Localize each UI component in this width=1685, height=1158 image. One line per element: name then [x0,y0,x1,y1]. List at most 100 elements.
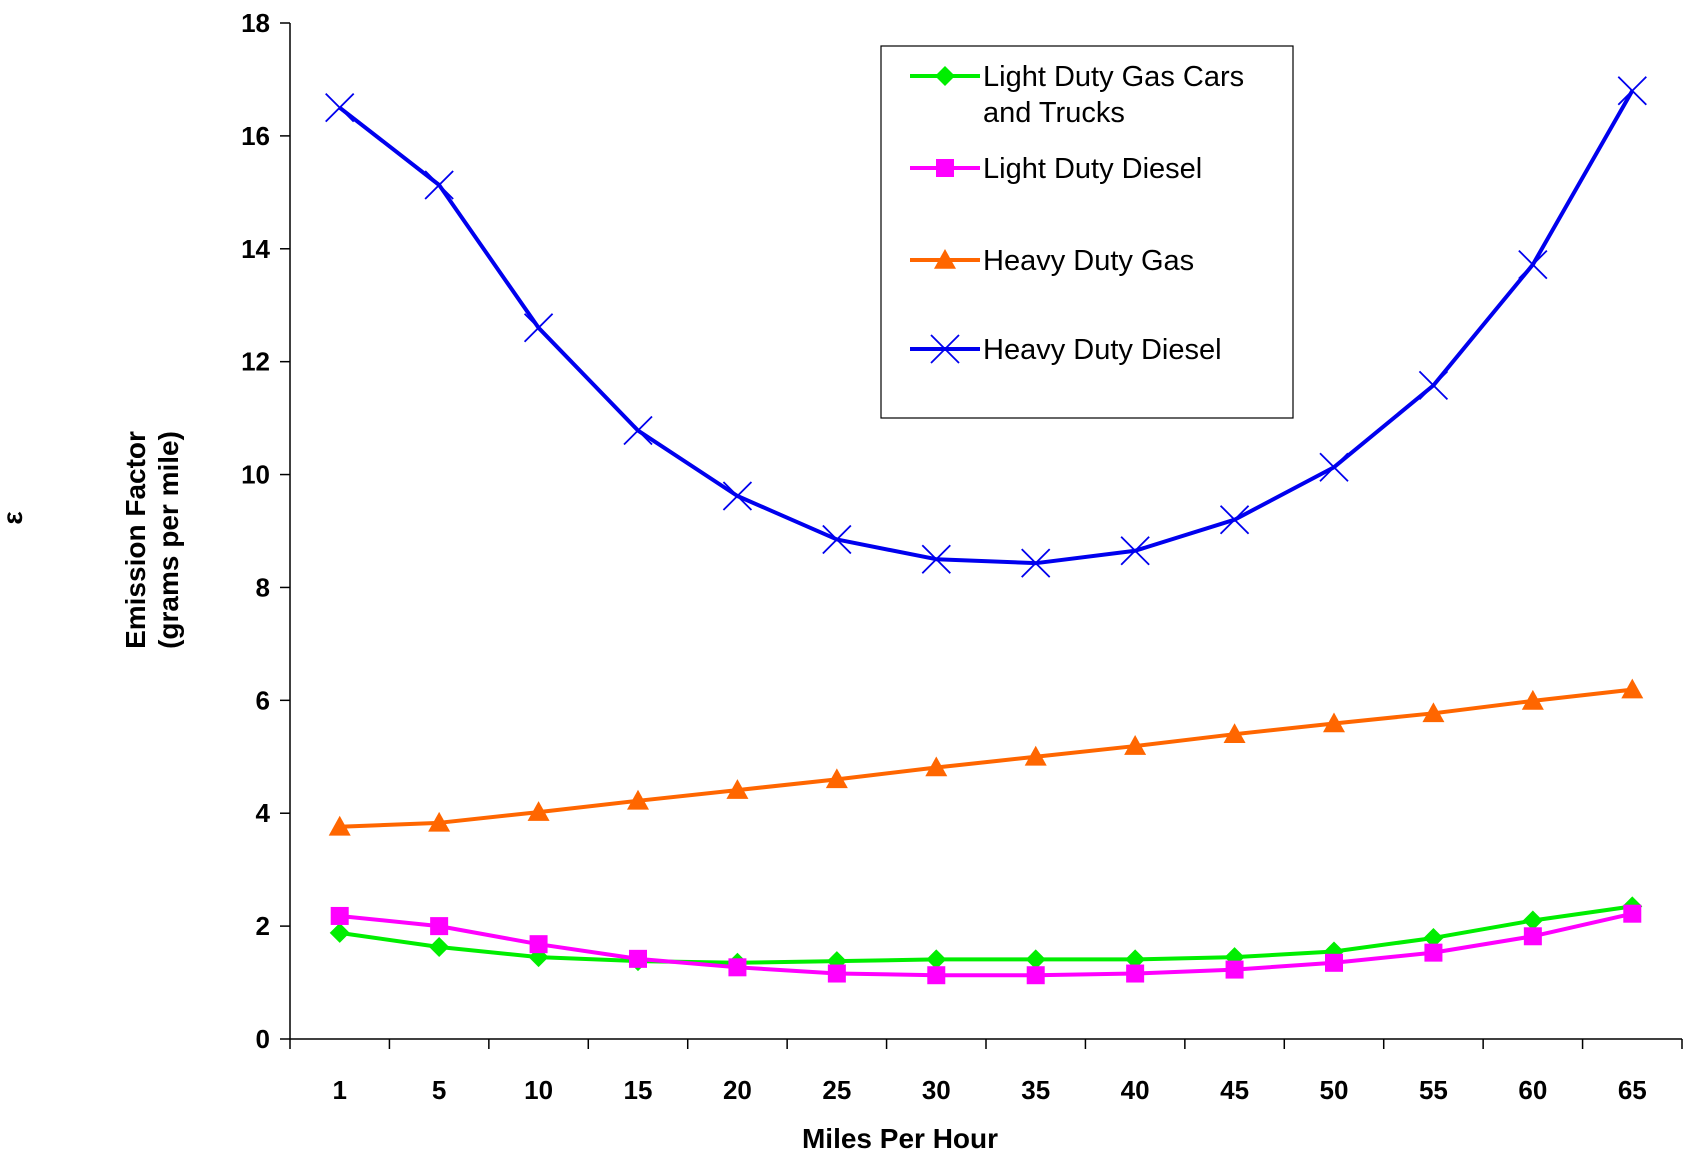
data-point [921,544,951,574]
legend-label: Heavy Duty Gas [983,245,1194,277]
x-marker-stroke [1120,536,1150,566]
data-point [825,768,848,789]
data-point [1623,904,1642,923]
y-tick-label: 2 [256,911,270,941]
x-tick-label: 25 [822,1075,851,1105]
data-point [726,779,749,799]
series-light-duty-gas-cars-and-trucks [329,896,1643,973]
x-tick-label: 20 [723,1075,752,1105]
x-tick-label: 5 [432,1075,446,1105]
legend-label: Heavy Duty Diesel [983,334,1222,366]
data-point [728,958,747,977]
data-point [1424,943,1443,962]
x-tick-label: 40 [1121,1075,1150,1105]
x-tick-label: 60 [1518,1075,1547,1105]
data-point [623,415,653,446]
data-point [424,170,454,200]
data-point [523,313,554,343]
legend-label: Light Duty Diesel [983,153,1202,185]
x-tick-label: 45 [1220,1075,1249,1105]
x-tick-label: 50 [1320,1075,1349,1105]
x-tick-label: 30 [922,1075,951,1105]
data-point [1518,249,1548,280]
x-marker-stroke [1518,249,1548,280]
x-marker-stroke [1319,452,1349,482]
data-point [722,481,753,511]
x-marker-stroke [623,415,653,446]
x-marker-stroke [722,481,753,511]
y-tick-label: 18 [241,8,270,38]
series-line [339,904,1633,965]
y-tick-label: 10 [241,460,270,490]
data-point [1423,927,1444,948]
data-point [325,93,355,123]
y-axis-title-line-2: (grams per mile) [153,431,184,649]
data-point [1621,678,1644,699]
data-point [1124,735,1147,755]
x-marker-stroke [523,313,554,343]
side-label: ε [0,511,28,524]
data-point [1225,960,1244,979]
legend-item-light-duty-gas-cars-and-trucks: Light Duty Gas Cars and Trucks [910,61,1244,129]
y-tick-label: 0 [256,1024,270,1054]
data-point [328,815,351,836]
data-point [527,801,550,821]
data-point [1120,536,1150,566]
series-line [339,911,1633,978]
x-tick-label: 15 [624,1075,653,1105]
data-point [627,789,649,810]
data-point [1323,712,1345,733]
y-tick-label: 6 [256,685,270,715]
data-point [1125,949,1146,970]
data-point [1523,927,1542,946]
data-point [1319,452,1349,482]
data-point [1422,702,1445,723]
x-marker-stroke [1021,548,1051,578]
data-point [629,949,647,968]
data-point [925,756,948,777]
legend-swatch-marker [930,334,960,364]
data-point [1024,745,1047,766]
legend-item-heavy-duty-diesel: Heavy Duty Diesel [910,334,1222,366]
legend-label: Light Duty Gas Cars [983,61,1244,93]
y-tick-label: 8 [256,572,270,602]
data-point [927,966,946,985]
x-marker-stroke [1418,370,1449,401]
legend-box [880,45,1294,419]
series-heavy-duty-gas [328,678,1644,836]
data-point [822,524,852,555]
x-marker-stroke [325,93,355,123]
x-axis-title: Miles Per Hour [802,1123,998,1154]
data-point [428,811,451,832]
x-marker-stroke [822,524,852,555]
y-tick-label: 12 [241,347,270,377]
series-layer [325,76,1647,985]
data-point [1418,370,1449,401]
series-heavy-duty-diesel [325,76,1647,578]
legend-swatch-marker [934,249,956,269]
legend-item-heavy-duty-gas: Heavy Duty Gas [910,245,1194,277]
data-point [1026,966,1045,985]
data-point [430,917,449,936]
data-point [1522,910,1543,931]
x-tick-label: 55 [1419,1075,1448,1105]
data-point [1126,964,1145,983]
data-point [429,936,450,957]
y-axis-title-line-1: Emission Factor [120,431,151,649]
data-point [926,949,947,970]
x-marker-stroke [921,544,951,574]
data-point [330,906,349,925]
x-marker-stroke [930,334,960,364]
y-tick-label: 14 [241,234,270,264]
data-point [1219,505,1250,535]
x-marker-stroke [1617,76,1647,106]
data-point [827,964,846,983]
data-point [1025,949,1046,970]
data-point [329,922,350,943]
legend-item-light-duty-diesel: Light Duty Diesel [910,153,1202,185]
data-point [1325,953,1343,972]
x-marker-stroke [424,170,454,200]
